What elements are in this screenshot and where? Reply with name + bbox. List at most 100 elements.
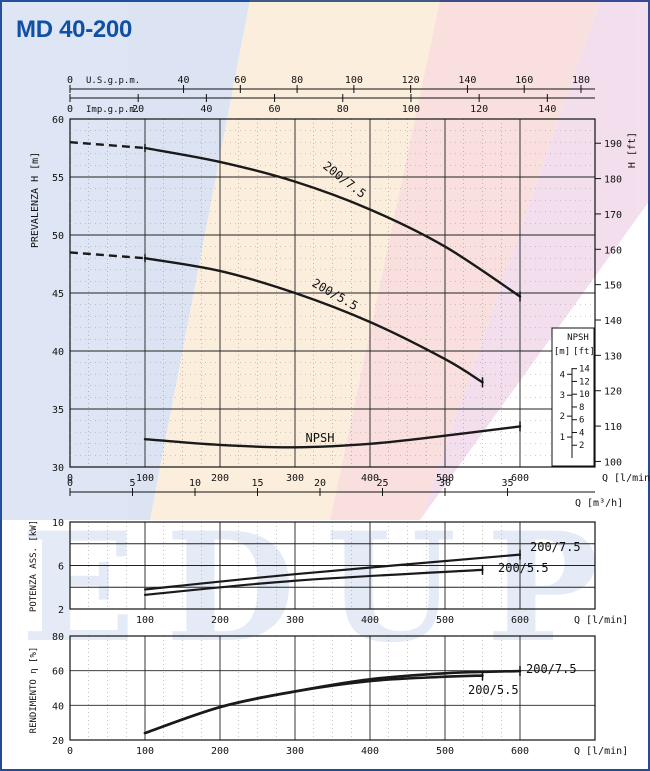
impgpm-tick-label: 0 bbox=[67, 104, 73, 115]
efficiency-y-tick-label: 20 bbox=[52, 736, 64, 747]
x-tick-label: 500 bbox=[436, 473, 454, 484]
usgpm-tick-label: 180 bbox=[572, 75, 590, 86]
power-200-5-5-series bbox=[143, 564, 484, 596]
impgpm-tick-label: 20 bbox=[132, 104, 144, 115]
usgpm-tick-label: 60 bbox=[234, 75, 246, 86]
usgpm-tick-label: 40 bbox=[178, 75, 190, 86]
power-series-label-200-7-5: 200/7.5 bbox=[530, 540, 581, 554]
m3h-axis-label: Q [m³/h] bbox=[575, 498, 623, 509]
npsh-curve bbox=[143, 425, 522, 449]
npsh-series bbox=[143, 421, 522, 449]
power-y-tick-label: 2 bbox=[58, 605, 64, 616]
y2-tick-label: 110 bbox=[604, 422, 622, 433]
impgpm-axis-label: Imp.g.p.m. bbox=[86, 105, 140, 115]
y2-tick-label: 190 bbox=[604, 139, 622, 150]
usgpm-tick-label: 0 bbox=[67, 75, 73, 86]
npsh-m-label: 1 bbox=[560, 433, 565, 443]
head-200-5-5-series bbox=[69, 251, 484, 388]
efficiency-y-tick-label: 60 bbox=[52, 667, 64, 678]
npsh-scale-box bbox=[551, 327, 595, 467]
power-200-7-5-series bbox=[143, 549, 522, 591]
head-200-7-5-series bbox=[69, 141, 522, 302]
x-tick-label: 600 bbox=[511, 473, 529, 484]
y2-tick-label: 150 bbox=[604, 281, 622, 292]
npsh-ft-label: 6 bbox=[579, 416, 584, 426]
head-200-7-5-curve-dashed bbox=[69, 141, 146, 150]
npsh-scale-title: NPSH bbox=[567, 333, 589, 343]
m3h-tick-label: 35 bbox=[501, 478, 513, 489]
npsh-m-label: 3 bbox=[560, 391, 565, 401]
plot-border bbox=[69, 521, 596, 610]
x-tick-label: 300 bbox=[286, 473, 304, 484]
y2-tick-label: 120 bbox=[604, 387, 622, 398]
m3h-tick-label: 10 bbox=[189, 478, 201, 489]
usgpm-tick-label: 80 bbox=[291, 75, 303, 86]
power-x-tick-label: 400 bbox=[361, 615, 379, 626]
usgpm-tick-label: 100 bbox=[345, 75, 363, 86]
series-label-npsh: NPSH bbox=[306, 431, 335, 445]
impgpm-tick-label: 140 bbox=[538, 104, 556, 115]
power-x-tick-label: 200 bbox=[211, 615, 229, 626]
efficiency-series-label-200-7-5: 200/7.5 bbox=[526, 662, 577, 676]
npsh-ft-label: 12 bbox=[579, 377, 590, 387]
m3h-tick-label: 30 bbox=[439, 478, 451, 489]
power-200-7-5-curve bbox=[143, 553, 522, 591]
efficiency-x-tick-label: 500 bbox=[436, 746, 454, 757]
power-y-axis-label: POTENZA ASS. [kW] bbox=[29, 520, 39, 612]
power-x-axis-label: Q [l/min] bbox=[574, 615, 628, 626]
impgpm-tick-label: 100 bbox=[402, 104, 420, 115]
usgpm-tick-label: 160 bbox=[515, 75, 533, 86]
x-tick-label: 400 bbox=[361, 473, 379, 484]
m3h-tick-label: 20 bbox=[314, 478, 326, 489]
y2-tick-label: 170 bbox=[604, 210, 622, 221]
x-axis-label: Q [l/min] bbox=[602, 473, 650, 484]
npsh-ft-label: 4 bbox=[579, 428, 584, 438]
y2-tick-label: 130 bbox=[604, 351, 622, 362]
y-tick-label: 35 bbox=[52, 405, 64, 416]
impgpm-tick-label: 80 bbox=[337, 104, 349, 115]
impgpm-tick-label: 120 bbox=[470, 104, 488, 115]
y2-tick-label: 140 bbox=[604, 316, 622, 327]
head-200-7-5-curve bbox=[143, 146, 522, 298]
y2-tick-label: 180 bbox=[604, 175, 622, 186]
npsh-m-label: 4 bbox=[560, 370, 565, 380]
efficiency-y-tick-label: 80 bbox=[52, 632, 64, 643]
power-x-tick-label: 600 bbox=[511, 615, 529, 626]
efficiency-200-5-5-series bbox=[143, 670, 484, 735]
efficiency-x-tick-label: 0 bbox=[67, 746, 73, 757]
power-200-5-5-curve bbox=[143, 568, 484, 596]
npsh-m-label: 2 bbox=[560, 412, 565, 422]
y-tick-label: 45 bbox=[52, 289, 64, 300]
m3h-tick-label: 5 bbox=[129, 478, 135, 489]
efficiency-x-tick-label: 300 bbox=[286, 746, 304, 757]
efficiency-x-tick-label: 600 bbox=[511, 746, 529, 757]
usgpm-axis-label: U.S.g.p.m. bbox=[86, 76, 140, 86]
usgpm-tick-label: 120 bbox=[402, 75, 420, 86]
page-title: MD 40-200 bbox=[16, 16, 132, 44]
efficiency-x-tick-label: 400 bbox=[361, 746, 379, 757]
efficiency-series-label-200-5-5: 200/5.5 bbox=[468, 683, 519, 697]
plot-border bbox=[69, 118, 596, 468]
y-tick-label: 30 bbox=[52, 463, 64, 474]
m3h-tick-label: 25 bbox=[376, 478, 388, 489]
y2-tick-label: 160 bbox=[604, 245, 622, 256]
power-x-tick-label: 300 bbox=[286, 615, 304, 626]
m3h-tick-label: 15 bbox=[251, 478, 263, 489]
power-y-tick-label: 10 bbox=[52, 518, 64, 529]
y-tick-label: 55 bbox=[52, 173, 64, 184]
y2-axis-label: H [ft] bbox=[627, 132, 638, 168]
npsh-ft-label: 14 bbox=[579, 365, 590, 375]
y-tick-label: 50 bbox=[52, 231, 64, 242]
y-axis-label: PREVALENZA H [m] bbox=[30, 152, 41, 248]
power-y-tick-label: 6 bbox=[58, 562, 64, 573]
watermark-band bbox=[420, 0, 650, 520]
y-tick-label: 60 bbox=[52, 115, 64, 126]
efficiency-y-axis-label: RENDIMENTO η [%] bbox=[29, 647, 39, 734]
npsh-ft-label: 8 bbox=[579, 403, 584, 413]
x-tick-label: 100 bbox=[136, 473, 154, 484]
efficiency-grid bbox=[69, 635, 596, 741]
power-x-tick-label: 100 bbox=[136, 615, 154, 626]
impgpm-tick-label: 40 bbox=[200, 104, 212, 115]
npsh-unit-ft: [ft] bbox=[573, 347, 595, 357]
